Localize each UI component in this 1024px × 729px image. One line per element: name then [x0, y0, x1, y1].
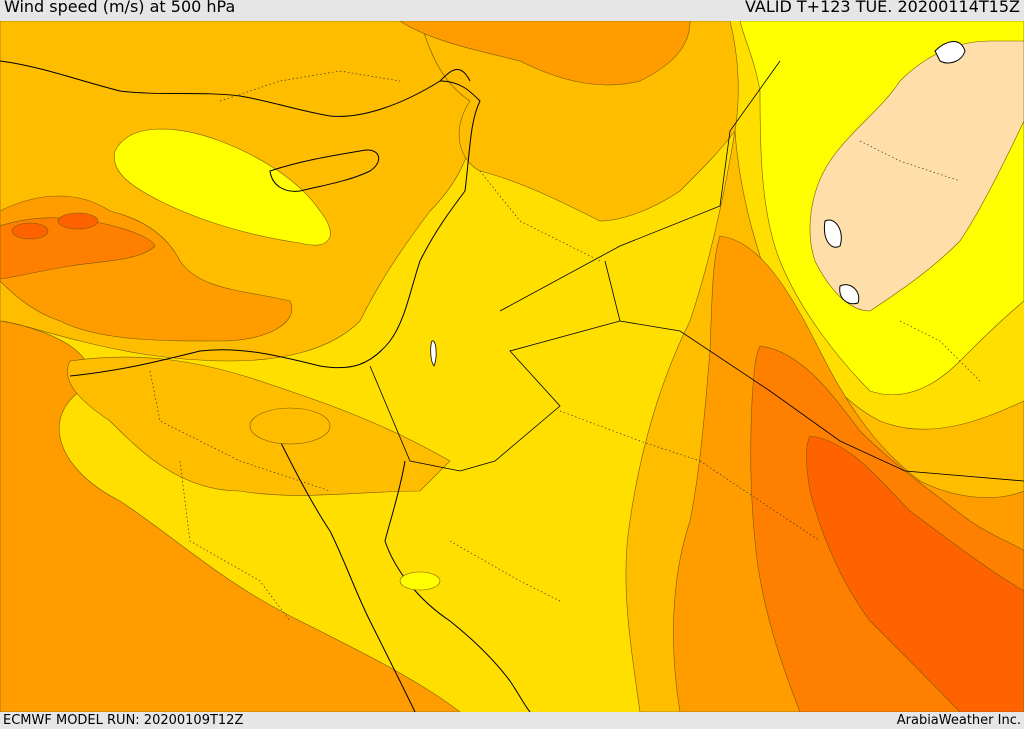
coastline-turkey: [0, 60, 471, 117]
map-header: Wind speed (m/s) at 500 hPa VALID T+123 …: [0, 0, 1024, 21]
map-footer: ECMWF MODEL RUN: 20200109T12Z ArabiaWeat…: [0, 712, 1024, 729]
coastline-gulf: [823, 219, 842, 248]
model-run: ECMWF MODEL RUN: 20200109T12Z: [3, 713, 244, 728]
border-lines: [369, 60, 1024, 482]
border-dotted: [149, 70, 981, 622]
wind-speed-map: [0, 21, 1024, 712]
credit-label: ArabiaWeather Inc.: [896, 713, 1021, 728]
coastline-red-sea-east: [384, 460, 531, 712]
map-title: Wind speed (m/s) at 500 hPa: [4, 0, 236, 16]
band-yellow-patch: [399, 571, 441, 591]
coastline-caspian: [934, 41, 966, 64]
band-amber-north: [419, 21, 739, 222]
coastline-red-sea: [274, 430, 416, 712]
band-orange-north: [399, 21, 691, 86]
valid-time: VALID T+123 TUE. 20200114T15Z: [744, 0, 1020, 16]
coastline-gulf-2: [839, 284, 860, 305]
band-tan-east: [809, 40, 1024, 312]
band-core-nw-2: [57, 212, 99, 230]
coastline-dead-sea: [430, 340, 437, 367]
band-amber-patch: [249, 407, 331, 445]
coastline-cyprus: [269, 149, 380, 192]
band-yellow-cyprus: [113, 128, 331, 246]
coastline-med: [69, 80, 481, 377]
band-core-nw: [11, 222, 49, 240]
band-core-se: [805, 435, 1024, 712]
